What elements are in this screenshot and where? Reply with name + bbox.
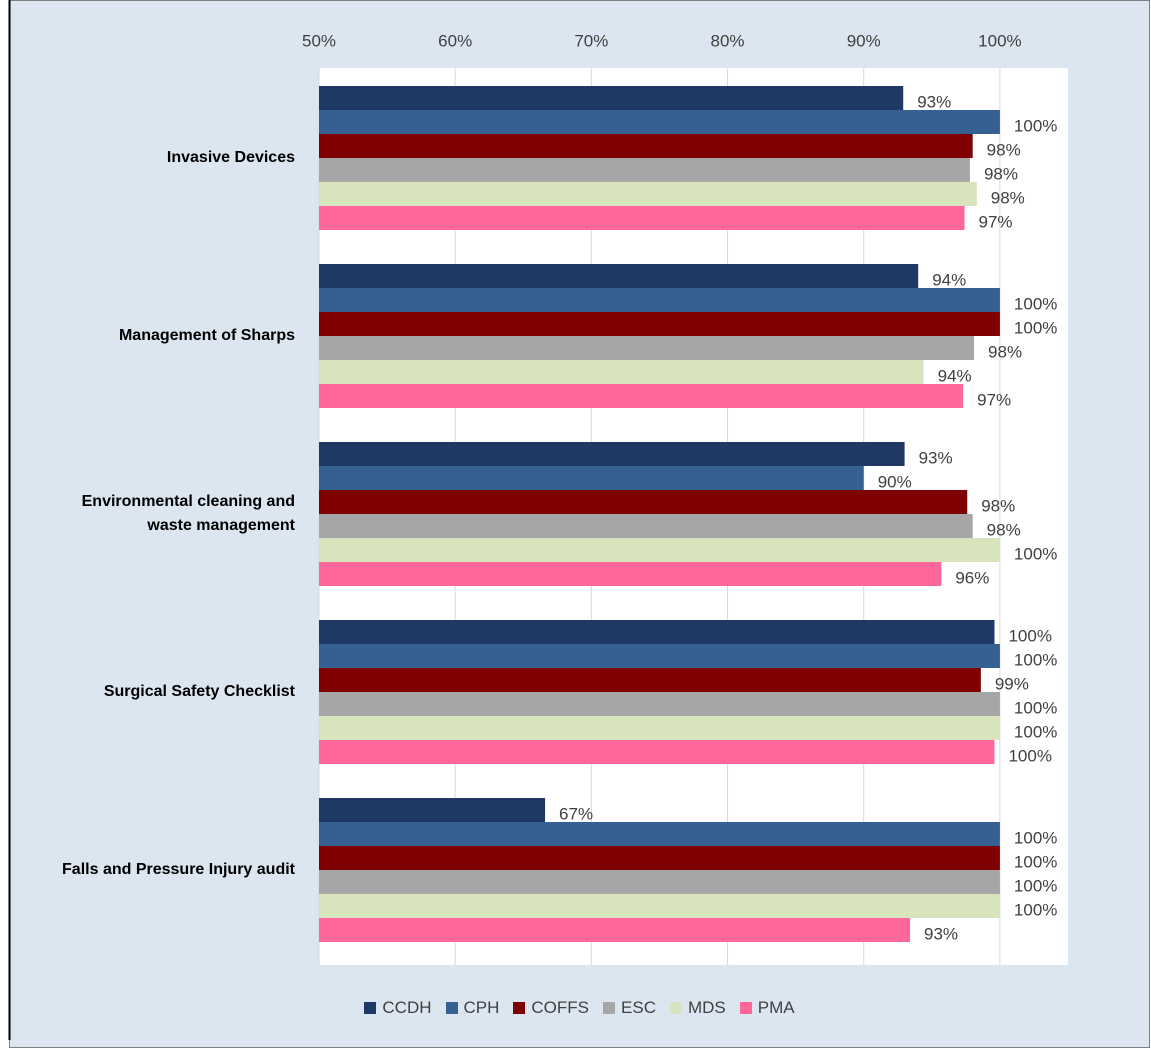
legend-item: COFFS	[513, 998, 589, 1018]
legend-swatch	[364, 1002, 377, 1014]
data-label: 94%	[932, 270, 966, 289]
data-label: 100%	[1014, 876, 1057, 895]
category-label: Falls and Pressure Injury audit	[62, 861, 295, 878]
bar	[319, 264, 919, 288]
category-label: Environmental cleaning and waste managem…	[81, 493, 295, 534]
legend-label: CCDH	[382, 998, 432, 1017]
legend-swatch	[445, 1002, 458, 1014]
bar	[319, 620, 995, 644]
bar	[319, 692, 1000, 716]
legend-label: CPH	[463, 998, 500, 1017]
data-label: 98%	[988, 342, 1022, 361]
bar	[319, 798, 546, 822]
bar	[319, 442, 905, 466]
data-label: 100%	[1014, 852, 1057, 871]
x-tick-label: 100%	[978, 31, 1021, 50]
bar	[319, 538, 1000, 562]
category-label: Surgical Safety Checklist	[103, 683, 295, 700]
legend-item: CCDH	[364, 998, 432, 1018]
legend-label: ESC	[621, 998, 656, 1017]
data-label: 97%	[979, 212, 1013, 231]
data-label: 100%	[1014, 318, 1057, 337]
data-label: 100%	[1014, 116, 1057, 135]
bar	[319, 312, 1000, 336]
data-label: 100%	[1014, 544, 1057, 563]
bar	[319, 384, 964, 408]
data-label: 100%	[1014, 828, 1057, 847]
bar	[319, 110, 1000, 134]
data-label: 100%	[1014, 698, 1057, 717]
data-label: 67%	[559, 804, 593, 823]
legend-label: COFFS	[531, 998, 590, 1017]
data-label: 99%	[995, 674, 1029, 693]
data-label: 90%	[878, 472, 912, 491]
legend: CCDH CPH COFFS ESC MDS PMA	[9, 998, 1150, 1018]
legend-swatch	[513, 1002, 526, 1014]
data-label: 98%	[987, 520, 1021, 539]
legend-item: MDS	[669, 998, 726, 1018]
x-tick-label: 70%	[574, 31, 608, 50]
data-label: 97%	[977, 390, 1011, 409]
bar	[319, 668, 981, 692]
bar	[319, 562, 942, 586]
data-label: 93%	[924, 924, 958, 943]
legend-label: MDS	[687, 998, 726, 1017]
bar	[319, 182, 977, 206]
bar	[319, 206, 965, 230]
data-label: 93%	[919, 448, 953, 467]
bar	[319, 846, 1000, 870]
bar	[319, 716, 1000, 740]
legend-item: ESC	[603, 998, 656, 1018]
x-tick-label: 50%	[302, 31, 336, 50]
bar	[319, 490, 968, 514]
data-label: 98%	[984, 164, 1018, 183]
bar	[319, 870, 1000, 894]
data-label: 100%	[1014, 722, 1057, 741]
bar	[319, 288, 1000, 312]
bar	[319, 894, 1000, 918]
legend-label: PMA	[757, 998, 795, 1017]
legend-swatch	[669, 1002, 682, 1014]
category-label: Invasive Devices	[166, 149, 295, 166]
bar	[319, 740, 995, 764]
bar	[319, 514, 973, 538]
data-label: 98%	[991, 188, 1025, 207]
bar	[319, 134, 973, 158]
x-tick-label: 90%	[847, 31, 881, 50]
bar	[319, 822, 1000, 846]
bar	[319, 336, 975, 360]
legend-swatch	[603, 1002, 616, 1014]
bar	[319, 158, 970, 182]
data-label: 100%	[1008, 626, 1051, 645]
legend-item: CPH	[445, 998, 500, 1018]
data-label: 96%	[955, 568, 989, 587]
data-label: 100%	[1014, 900, 1057, 919]
bar	[319, 86, 904, 110]
bar	[319, 360, 924, 384]
data-label: 94%	[938, 366, 972, 385]
legend-swatch	[739, 1002, 752, 1014]
data-label: 98%	[981, 496, 1015, 515]
data-label: 98%	[987, 140, 1021, 159]
x-tick-label: 60%	[438, 31, 472, 50]
bar	[319, 918, 911, 942]
legend-item: PMA	[739, 998, 795, 1018]
category-label: Management of Sharps	[118, 327, 295, 344]
data-label: 100%	[1014, 294, 1057, 313]
data-label: 93%	[917, 92, 951, 111]
bar	[319, 644, 1000, 668]
data-label: 100%	[1008, 746, 1051, 765]
data-label: 100%	[1014, 650, 1057, 669]
x-tick-label: 80%	[711, 31, 745, 50]
bar	[319, 466, 864, 490]
